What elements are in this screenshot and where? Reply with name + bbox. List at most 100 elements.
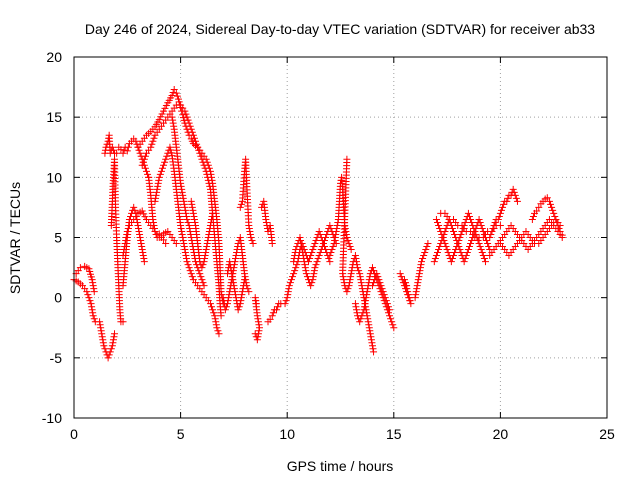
data-point (499, 203, 507, 211)
data-point (346, 279, 354, 287)
data-point (437, 227, 445, 235)
data-point (269, 309, 277, 317)
data-point (238, 291, 246, 299)
data-point (418, 258, 426, 266)
series-trace-v (290, 221, 340, 290)
data-point (416, 267, 424, 275)
data-point (384, 303, 392, 311)
data-point (302, 270, 310, 278)
data-point (136, 149, 144, 157)
data-point (108, 342, 116, 350)
data-point (363, 288, 371, 296)
data-point (316, 249, 324, 257)
data-point (209, 209, 217, 217)
x-tick-label: 0 (70, 426, 78, 442)
data-point (152, 230, 160, 238)
data-point (388, 318, 396, 326)
series-trace-l (151, 143, 223, 338)
data-point (431, 255, 439, 263)
data-point (153, 185, 161, 193)
data-point (412, 288, 420, 296)
data-point (448, 255, 456, 263)
data-point (354, 264, 362, 272)
data-point (226, 261, 234, 269)
data-point (205, 179, 213, 187)
data-point (137, 240, 145, 248)
data-point (252, 300, 260, 308)
data-point (211, 312, 219, 320)
data-point (190, 212, 198, 220)
data-point (547, 200, 555, 208)
data-point (430, 258, 438, 266)
data-point (460, 258, 468, 266)
data-point (155, 173, 163, 181)
data-point (334, 218, 342, 226)
data-point (465, 243, 473, 251)
data-point (141, 164, 149, 172)
data-point (110, 333, 118, 341)
data-point (202, 249, 210, 257)
data-point (139, 158, 147, 166)
data-point (255, 324, 263, 332)
data-point (301, 264, 309, 272)
data-point (193, 140, 201, 148)
data-point (397, 273, 405, 281)
data-point (230, 282, 238, 290)
data-point (287, 276, 295, 284)
data-point (266, 315, 274, 323)
data-point (100, 342, 108, 350)
data-point (230, 285, 238, 293)
series-trace-af (486, 185, 521, 241)
data-point (152, 191, 160, 199)
data-point (353, 309, 361, 317)
series-trace-s (258, 197, 276, 248)
data-point (139, 252, 147, 260)
data-point (366, 273, 374, 281)
data-point (229, 279, 237, 287)
data-point (150, 224, 158, 232)
series-trace-ab (411, 240, 432, 302)
data-point (474, 237, 482, 245)
data-point (251, 294, 259, 302)
data-point (455, 237, 463, 245)
data-point (196, 149, 204, 157)
data-point (132, 137, 140, 145)
series-trace-d (101, 131, 121, 157)
data-point (311, 264, 319, 272)
data-point (448, 224, 456, 232)
data-point (206, 224, 214, 232)
data-point (353, 261, 361, 269)
data-point (558, 231, 566, 239)
data-point (402, 279, 410, 287)
data-point (550, 209, 558, 217)
data-point (417, 261, 425, 269)
data-point (300, 255, 308, 263)
series-trace-c (96, 318, 119, 362)
data-point (352, 255, 360, 263)
data-point (449, 252, 457, 260)
data-point (202, 167, 210, 175)
data-point (370, 267, 378, 275)
data-point (235, 303, 243, 311)
y-tick-label: -10 (42, 410, 62, 426)
data-point (500, 200, 508, 208)
data-point (380, 291, 388, 299)
data-point (150, 134, 158, 142)
data-point (255, 321, 263, 329)
data-point (179, 234, 187, 241)
data-point (284, 291, 292, 299)
data-point (327, 224, 335, 232)
data-point (198, 155, 206, 163)
data-point (434, 218, 442, 226)
data-point (190, 215, 198, 223)
data-point (464, 246, 472, 254)
data-point (379, 288, 387, 296)
data-point (136, 234, 144, 241)
data-point (134, 221, 142, 229)
data-point (297, 237, 305, 245)
data-point (84, 291, 92, 299)
data-point (346, 276, 354, 284)
data-point (345, 282, 353, 290)
data-point (351, 252, 359, 260)
data-point (97, 327, 105, 335)
